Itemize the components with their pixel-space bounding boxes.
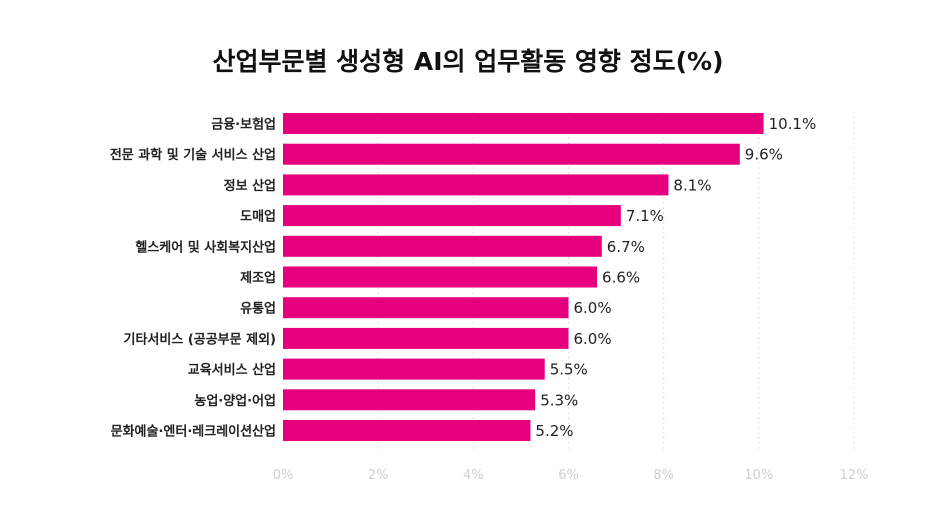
value-label: 8.1% <box>673 176 711 194</box>
x-tick-label: 12% <box>840 468 869 483</box>
bar <box>283 266 598 288</box>
category-label: 도매업 <box>240 210 276 225</box>
x-tick-label: 10% <box>744 468 773 483</box>
bar <box>283 205 621 227</box>
value-label: 10.1% <box>769 115 817 133</box>
bar <box>283 389 536 411</box>
category-label: 금융·보험업 <box>211 117 276 133</box>
bar <box>283 174 669 196</box>
bar <box>283 143 740 165</box>
value-label: 5.2% <box>535 422 573 440</box>
category-label: 교육서비스 산업 <box>188 362 276 378</box>
x-tick-label: 8% <box>653 468 674 483</box>
category-label: 농업·양업·어업 <box>194 393 276 409</box>
labels-layer: 금융·보험업 10.1% 전문 과학 및 기술 서비스 산업 9.6% 정보 산업 8.1… <box>110 115 816 440</box>
value-label: 6.7% <box>607 238 645 256</box>
chart-title: 산업부문별 생성형 AI의 업무활동 영향 정도(%) <box>212 47 723 76</box>
bar <box>283 235 602 257</box>
value-label: 5.3% <box>540 391 578 409</box>
value-label: 9.6% <box>745 146 783 164</box>
bar <box>283 297 569 319</box>
value-label: 5.5% <box>550 361 588 379</box>
category-label: 기타서비스 (공공부문 제외) <box>124 331 277 347</box>
bars-layer <box>283 113 764 441</box>
value-label: 6.6% <box>602 269 640 287</box>
category-label: 헬스케어 및 사회복지산업 <box>135 239 276 255</box>
bar <box>283 113 764 134</box>
category-label: 정보 산업 <box>224 178 276 194</box>
category-label: 문화예술·엔터·레크레이션산업 <box>111 424 276 440</box>
category-label: 유통업 <box>240 302 276 317</box>
bar <box>283 327 569 349</box>
bar <box>283 420 531 441</box>
category-label: 전문 과학 및 기술 서비스 산업 <box>110 147 276 163</box>
value-label: 7.1% <box>626 207 664 225</box>
value-label: 6.0% <box>574 299 612 317</box>
category-label: 제조업 <box>240 271 276 286</box>
x-axis-ticks: 0% 2% 4% 6% 8% 10% 12% <box>273 468 869 483</box>
value-label: 6.0% <box>574 330 612 348</box>
bar <box>283 358 545 380</box>
x-tick-label: 0% <box>273 468 294 483</box>
x-tick-label: 4% <box>463 468 484 483</box>
x-tick-label: 2% <box>368 468 389 483</box>
x-tick-label: 6% <box>558 468 579 483</box>
